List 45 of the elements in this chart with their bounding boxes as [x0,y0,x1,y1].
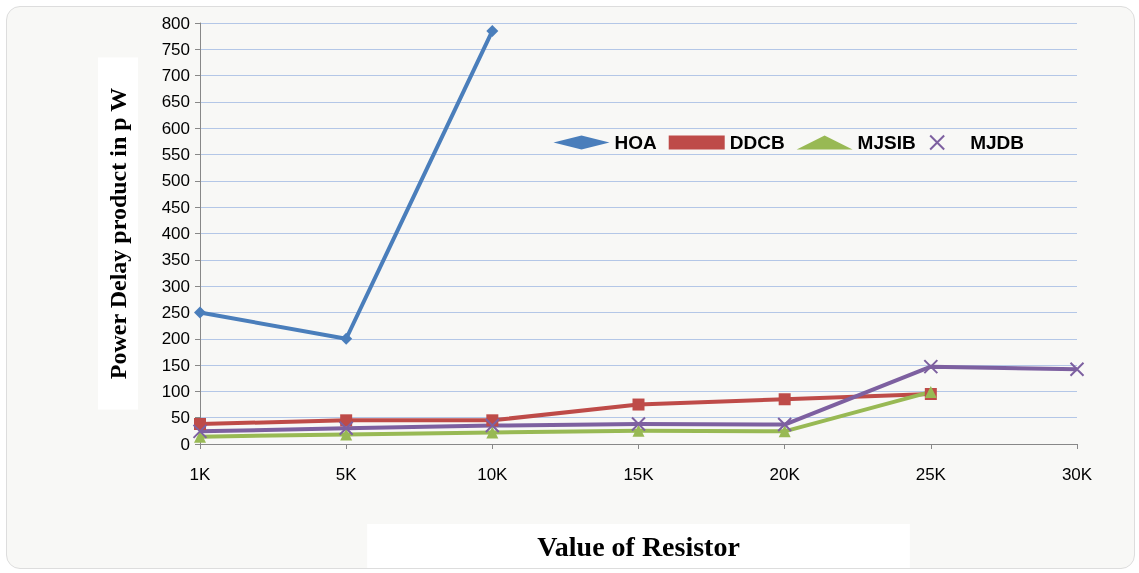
x-tick-label: 1K [189,465,212,484]
y-tick-label: 200 [161,329,190,349]
legend-label: MJDB [970,132,1025,153]
y-tick-label: 250 [161,302,190,322]
y-tick-label: 350 [161,250,190,270]
y-tick-label: 750 [161,39,190,59]
legend-label: DDCB [729,132,785,153]
point [486,426,499,439]
y-tick-label: 400 [161,224,190,243]
x-tick-label: 5K [335,465,358,484]
point [923,359,939,375]
point [778,393,791,406]
y-tick-label: 300 [161,276,190,296]
point [777,417,793,433]
x-tick-label: 20K [769,465,801,484]
y-tick-label: 800 [161,13,190,33]
y-tick-label: 50 [171,408,190,428]
point [632,398,645,411]
point [631,416,646,432]
point [194,306,206,319]
y-axis-title: Power Delay product in p W [105,87,131,380]
y-tick-label: 600 [161,118,190,138]
x-tick-label: 30K [1061,465,1093,484]
point [778,425,791,438]
point [192,423,208,439]
x-tick-label: 10K [477,465,509,484]
point [1069,361,1085,377]
x-axis-title: Value of Resistor [537,530,740,562]
x-tick-label: 25K [915,465,947,484]
y-tick-label: 150 [161,355,190,375]
point [486,24,499,37]
x-tick-label: 15K [623,465,655,484]
y-tick-label: 500 [161,171,190,191]
y-tick-label: 100 [161,381,190,401]
y-tick-label: 450 [161,197,190,217]
legend-label: MJSIB [857,132,916,153]
point [632,424,645,437]
y-tick-label: 700 [161,66,190,86]
point [340,332,353,345]
y-tick-label: 650 [161,92,190,112]
legend-label: HOA [614,132,657,153]
point [484,418,500,434]
point [338,420,354,436]
y-tick-label: 0 [180,434,190,454]
y-tick-label: 550 [161,145,190,165]
